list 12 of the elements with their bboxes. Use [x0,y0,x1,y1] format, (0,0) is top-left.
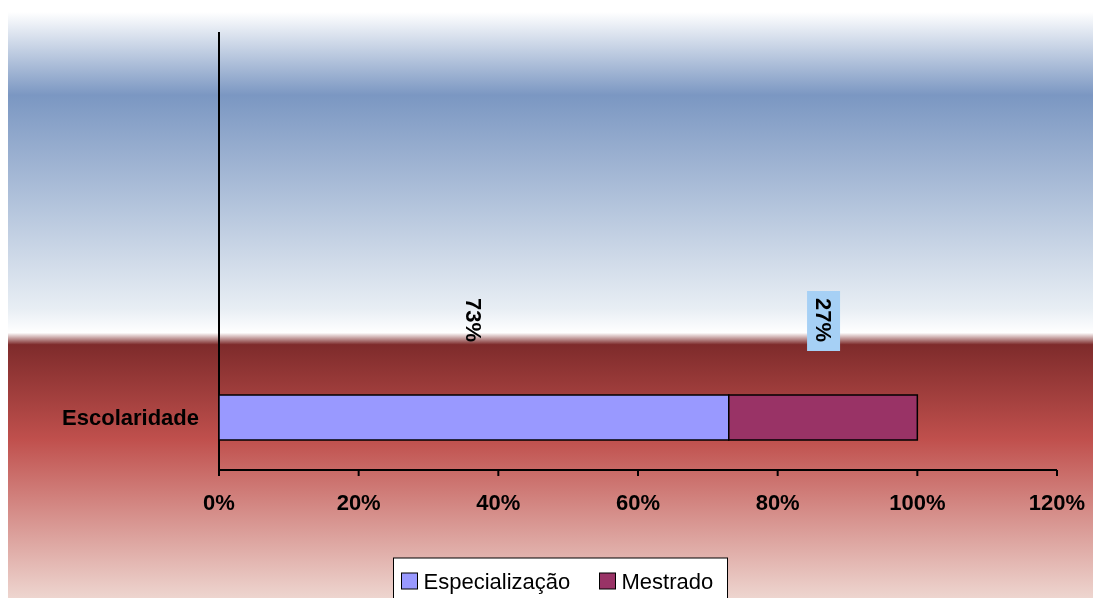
y-tick-label: Escolaridade [62,405,199,430]
x-tick-label: 60% [615,490,661,515]
x-tick-label: 20% [336,490,381,515]
legend-label: Mestrado [621,568,714,594]
legend-label: Especialização [423,568,571,594]
x-tick-label: 120% [1028,490,1086,515]
x-tick-label: 80% [755,490,800,515]
x-tick-label: 40% [476,490,521,515]
text: 27% [810,297,836,343]
x-tick-label: 0% [203,490,235,515]
x-tick-label: 100% [889,490,946,515]
text: 73% [461,297,487,343]
